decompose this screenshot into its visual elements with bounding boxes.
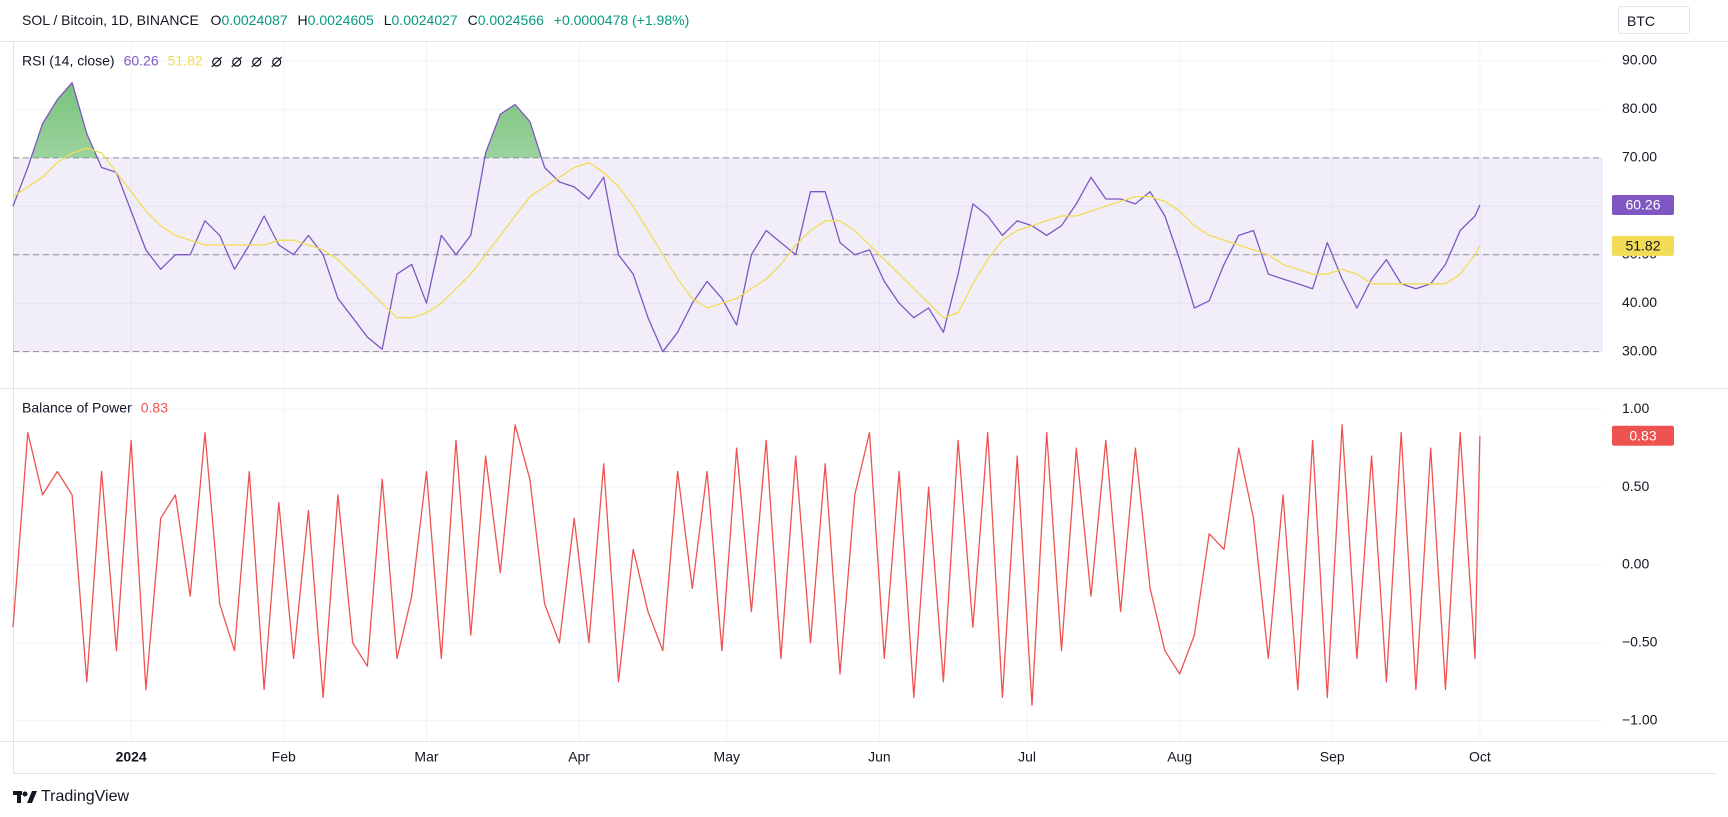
legend-value: 0.83: [141, 400, 168, 416]
ohlc-label: C: [467, 12, 478, 28]
y-tick-label: 0.50: [1622, 478, 1649, 494]
ohlc-value: 0.0024605: [307, 12, 374, 28]
y-tick-label: 30.00: [1622, 342, 1657, 358]
series-line: [12, 82, 1481, 353]
icon: [231, 56, 243, 68]
x-tick-label: Oct: [1469, 749, 1491, 765]
ohlc-label: L: [383, 12, 392, 28]
price-badge-label: 0.83: [1629, 427, 1656, 443]
currency-button[interactable]: BTC: [1618, 6, 1690, 34]
price-badge: [1612, 235, 1674, 256]
brand: TradingView: [41, 788, 129, 805]
symbol-header: SOL / Bitcoin, 1D, BINANCE O0.0024087 H0…: [0, 0, 1728, 42]
y-tick-label: 70.00: [1622, 149, 1657, 165]
x-tick-label: May: [714, 749, 740, 765]
icon: [251, 56, 263, 68]
ohlc-value: 0.0024087: [221, 12, 288, 28]
x-tick-label: Apr: [568, 749, 590, 765]
ohlc-label: O: [210, 12, 222, 28]
x-tick-label: Mar: [414, 749, 438, 765]
ohlc-label: H: [297, 12, 308, 28]
series-line: [12, 147, 1481, 319]
symbol: SOL / Bitcoin, 1D, BINANCE: [22, 12, 199, 28]
x-tick-label: Feb: [272, 749, 296, 765]
y-tick-label: 0.00: [1622, 556, 1649, 572]
price-badge-label: 60.26: [1625, 197, 1660, 213]
hidden-input-icon: [251, 56, 263, 68]
icon: [272, 57, 282, 67]
icon: [252, 57, 262, 67]
ohlc-value: 0.0024027: [391, 12, 458, 28]
icon: [232, 57, 242, 67]
icon: [271, 56, 283, 68]
tradingview-logo: [13, 791, 37, 803]
y-tick-label: 90.00: [1622, 52, 1657, 68]
y-tick-label: 40.00: [1622, 294, 1657, 310]
y-tick-label: 80.00: [1622, 100, 1657, 116]
price-badge: [1612, 425, 1674, 446]
price-badge: [1612, 195, 1674, 216]
change: +0.0000478 (+1.98%): [553, 12, 690, 28]
hidden-input-icon: [211, 56, 223, 68]
series-line: [12, 424, 1481, 706]
pane-title: Balance of Power: [22, 400, 132, 416]
icon: [211, 56, 223, 68]
x-tick-label: Jul: [1018, 749, 1036, 765]
x-tick-label: 2024: [116, 749, 147, 765]
legend-value: 60.26: [124, 53, 159, 69]
x-tick-label: Jun: [868, 749, 891, 765]
y-tick-label: 1.00: [1622, 400, 1649, 416]
pane-title: RSI (14, close): [22, 53, 115, 69]
ohlc-value: 0.0024566: [477, 12, 544, 28]
legend-value: 51.82: [168, 53, 203, 69]
y-tick-label: −0.50: [1622, 634, 1658, 650]
x-tick-label: Aug: [1167, 749, 1192, 765]
y-tick-label: −1.00: [1622, 711, 1658, 727]
hidden-input-icon: [271, 56, 283, 68]
x-tick-label: Sep: [1320, 749, 1345, 765]
hidden-input-icon: [231, 56, 243, 68]
price-badge-label: 51.82: [1625, 238, 1660, 254]
icon: [212, 57, 222, 67]
